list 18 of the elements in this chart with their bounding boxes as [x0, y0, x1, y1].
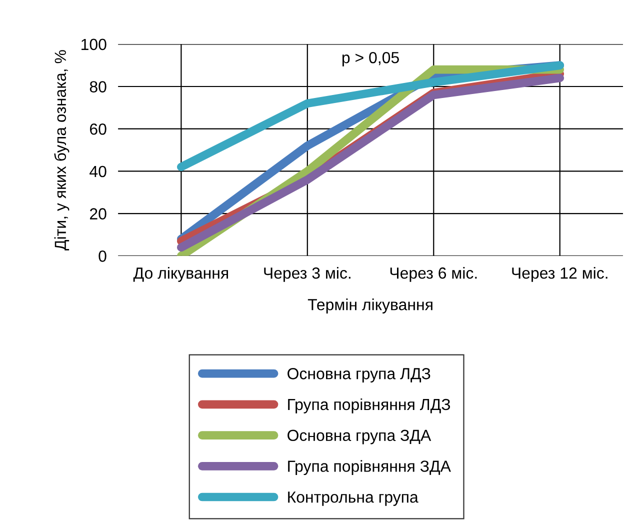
x-tick-label: Через 6 міс.: [390, 267, 477, 282]
y-tick-label: 40: [90, 166, 106, 178]
annotation: p > 0,05: [342, 52, 399, 66]
y-tick-label: 60: [90, 123, 106, 135]
x-tick-label: Через 3 міс.: [264, 267, 350, 282]
legend-label: Група порівняння ЛДЗ: [288, 398, 450, 414]
legend-label: Основна група ЗДА: [288, 430, 432, 444]
x-axis-title: Термін лікування: [308, 298, 432, 314]
x-tick-label: До лікування: [133, 267, 228, 282]
legend-label: Основна група ЛДЗ: [288, 368, 430, 382]
y-tick-label: 0: [98, 250, 106, 262]
legend-label: Група порівняння ЗДА: [288, 460, 451, 476]
y-tick-label: 80: [90, 81, 106, 92]
legend-label: Контрольна група: [288, 492, 418, 506]
y-tick-label: 100: [82, 38, 106, 50]
y-axis-title: Діти, у яких була ознака, %: [54, 50, 70, 250]
y-tick-label: 20: [90, 208, 106, 220]
x-tick-label: Через 12 міс.: [512, 267, 608, 282]
